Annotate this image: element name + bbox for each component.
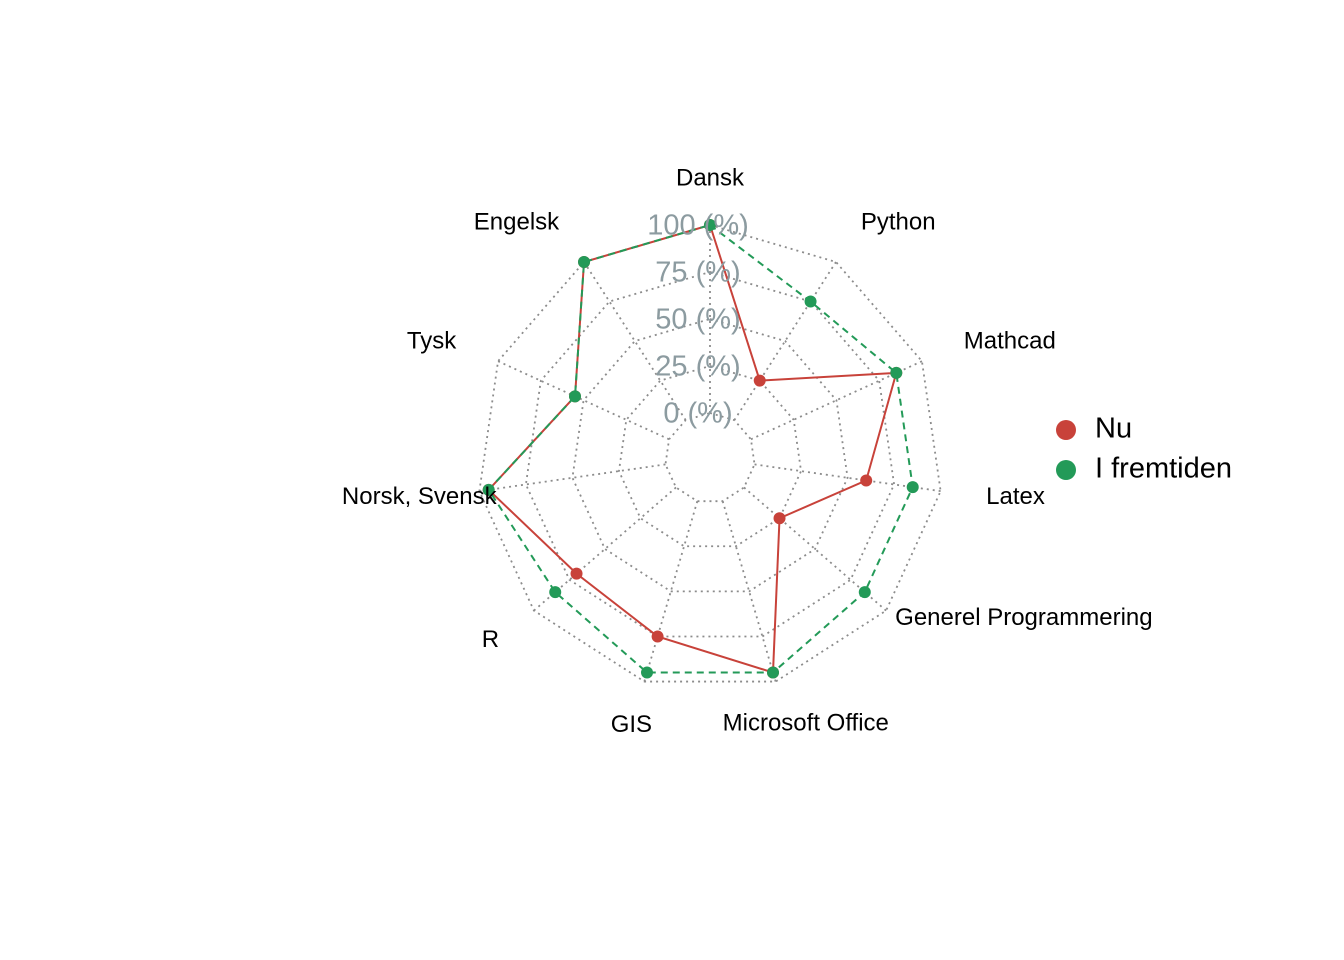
axis-label-1: Python bbox=[861, 209, 936, 236]
spoke-5 bbox=[721, 500, 777, 682]
legend-label-1: I fremtiden bbox=[1095, 453, 1232, 485]
axis-label-3: Latex bbox=[986, 483, 1045, 510]
series-0-point-7 bbox=[570, 567, 583, 580]
radar-grid bbox=[478, 224, 942, 683]
grid-labels: 0 (%) 25 (%) 50 (%) 75 (%) 100 (%) bbox=[647, 210, 749, 430]
spoke-8 bbox=[479, 463, 666, 493]
axis-label-0: Dansk bbox=[676, 164, 745, 191]
axis-label-2: Mathcad bbox=[964, 327, 1056, 354]
legend-key-0 bbox=[1056, 420, 1076, 440]
series-1-point-3 bbox=[906, 481, 919, 494]
spoke-10 bbox=[583, 261, 687, 421]
series-line-1 bbox=[487, 223, 914, 674]
radar-series bbox=[482, 219, 919, 679]
axis-label-10: Engelsk bbox=[474, 209, 560, 236]
axis-label-9: Tysk bbox=[407, 327, 457, 354]
legend: Nu I fremtiden bbox=[1056, 413, 1232, 485]
axis-label-4: Generel Programmering bbox=[895, 604, 1152, 631]
grid-ring-4 bbox=[478, 224, 942, 683]
grid-label-2: 50 (%) bbox=[655, 304, 740, 336]
series-1-point-6 bbox=[641, 666, 654, 679]
axis-label-6: GIS bbox=[611, 711, 652, 738]
spoke-6 bbox=[643, 500, 699, 682]
series-0-point-3 bbox=[860, 474, 873, 487]
series-1-point-4 bbox=[858, 586, 871, 599]
series-1-point-1 bbox=[804, 295, 817, 308]
series-1-point-8 bbox=[482, 483, 495, 496]
grid-ring-0 bbox=[664, 412, 756, 503]
series-1-point-10 bbox=[578, 255, 591, 268]
axis-label-7: R bbox=[482, 626, 499, 653]
grid-ring-1 bbox=[618, 365, 802, 548]
grid-label-0: 0 (%) bbox=[663, 398, 732, 430]
grid-label-4: 100 (%) bbox=[647, 210, 749, 242]
spoke-1 bbox=[733, 261, 837, 421]
series-1-point-9 bbox=[569, 390, 582, 403]
legend-label-0: Nu bbox=[1095, 413, 1132, 445]
axis-labels: Dansk Python Mathcad Latex Generel Programme… bbox=[342, 164, 1153, 738]
series-1-point-5 bbox=[766, 666, 779, 679]
series-1-point-0 bbox=[704, 219, 716, 231]
grid-label-3: 75 (%) bbox=[655, 257, 740, 289]
axis-label-8: Norsk, Svensk bbox=[342, 483, 498, 510]
series-1-point-7 bbox=[549, 586, 562, 599]
legend-key-1 bbox=[1056, 460, 1076, 480]
series-0-point-6 bbox=[651, 630, 664, 643]
grid-ring-3 bbox=[524, 271, 896, 638]
series-0-point-4 bbox=[773, 512, 786, 525]
series-0-point-1 bbox=[753, 374, 766, 387]
grid-label-1: 25 (%) bbox=[655, 351, 740, 383]
series-1 bbox=[482, 219, 919, 679]
series-1-point-2 bbox=[890, 366, 903, 379]
axis-label-5: Microsoft Office bbox=[723, 709, 889, 736]
spoke-9 bbox=[497, 360, 670, 441]
